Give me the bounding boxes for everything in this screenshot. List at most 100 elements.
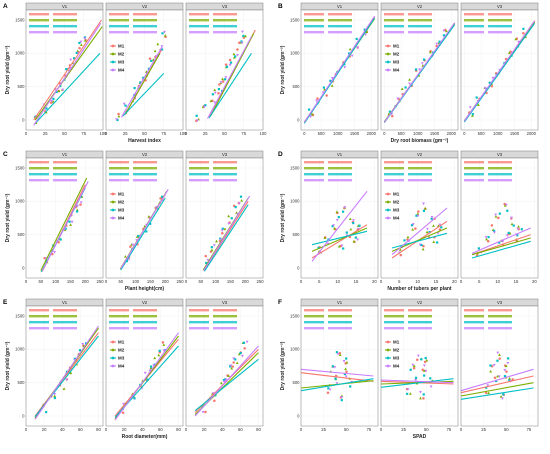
legend-key-marker <box>386 60 390 64</box>
r2-annotation <box>384 161 404 164</box>
data-point <box>220 229 224 232</box>
data-point <box>470 114 474 117</box>
data-point <box>327 387 330 390</box>
data-point <box>438 223 442 227</box>
data-point <box>498 241 501 244</box>
data-point <box>307 108 311 111</box>
x-tick-label: 60 <box>158 427 163 432</box>
equation-annotation <box>408 31 432 34</box>
x-tick-label: 60 <box>78 427 83 432</box>
data-point <box>340 244 344 248</box>
facet-label: V1 <box>337 300 343 305</box>
equation-annotation <box>408 309 432 312</box>
facet-v2: V2 0 50 100 150 200 250 M1 M2 M3 M4 <box>105 150 184 284</box>
x-tick-label: 200 <box>162 279 170 284</box>
data-point <box>205 261 208 265</box>
facet-label: V3 <box>222 300 228 305</box>
plot-background <box>301 306 378 426</box>
x-axis-title: Plant height(cm) <box>125 286 165 292</box>
plot-border <box>300 157 379 279</box>
regression-line <box>460 368 534 392</box>
data-point <box>414 376 418 379</box>
data-point <box>227 222 231 226</box>
r2-annotation <box>29 179 49 182</box>
data-point <box>330 77 334 80</box>
data-point <box>213 88 217 92</box>
plot-border <box>185 9 264 131</box>
data-point <box>344 375 348 379</box>
data-point <box>522 27 525 30</box>
legend-entry: M3 <box>393 356 400 361</box>
x-tick-label: 25 <box>481 427 486 432</box>
facet-v1: V1 0 500 1000 1500 0 5 10 15 20 <box>290 150 379 284</box>
x-tick-label: 75 <box>367 427 372 432</box>
data-point <box>142 76 145 79</box>
data-point <box>503 374 507 378</box>
legend-entry: M4 <box>118 68 125 73</box>
equation-annotation <box>408 179 432 182</box>
data-point <box>506 209 509 212</box>
regression-line <box>34 26 103 121</box>
regression-line <box>383 22 456 123</box>
regression-line <box>471 240 531 259</box>
legend-entry: M4 <box>393 216 400 221</box>
equation-annotation <box>133 31 157 34</box>
data-point <box>517 40 521 44</box>
data-point <box>352 239 356 243</box>
data-point <box>421 368 424 371</box>
x-axis-title: SPAD <box>413 434 427 440</box>
legend-entry: M2 <box>393 348 400 353</box>
data-point <box>223 78 227 81</box>
equation-annotation <box>53 31 77 34</box>
regression-line <box>380 378 454 388</box>
y-tick-label: 1000 <box>15 51 25 56</box>
data-point <box>505 234 509 238</box>
equation-annotation <box>213 31 237 34</box>
data-point <box>420 243 423 247</box>
data-point <box>396 97 400 101</box>
data-point <box>442 34 446 37</box>
data-point <box>135 235 139 238</box>
data-point <box>224 378 228 382</box>
r2-annotation <box>384 13 404 16</box>
data-point <box>145 230 148 233</box>
x-tick-label: 5 <box>398 279 401 284</box>
data-point <box>335 382 339 385</box>
x-tick-label: 80 <box>176 427 181 432</box>
data-point <box>240 199 244 202</box>
data-point <box>217 88 221 91</box>
r2-annotation <box>29 31 49 34</box>
r2-annotation <box>29 309 49 312</box>
plot-border <box>25 305 104 427</box>
equation-annotation <box>408 321 432 324</box>
data-point <box>62 387 66 390</box>
x-tick-label: 0 <box>300 279 303 284</box>
regression-line <box>311 230 368 246</box>
data-point <box>76 49 80 53</box>
data-point <box>415 214 418 217</box>
equation-annotation <box>328 31 352 34</box>
data-point <box>162 343 166 346</box>
data-point <box>420 62 424 65</box>
equation-annotation <box>53 179 77 182</box>
legend-key-marker <box>111 44 115 48</box>
data-point <box>494 215 498 218</box>
regression-line <box>34 52 101 124</box>
data-point <box>507 357 510 360</box>
data-point <box>241 30 244 34</box>
data-point <box>477 247 480 250</box>
data-point <box>150 59 153 62</box>
equation-annotation <box>53 13 77 16</box>
plot-border <box>105 157 184 279</box>
data-point <box>503 203 507 207</box>
data-point <box>502 393 505 396</box>
data-point <box>210 246 213 249</box>
data-point <box>149 365 153 368</box>
data-point <box>221 227 224 230</box>
data-point <box>162 349 166 353</box>
data-point <box>69 223 73 226</box>
x-tick-label: 150 <box>147 279 155 284</box>
data-point <box>409 392 412 395</box>
r2-annotation <box>109 19 129 22</box>
data-point <box>241 354 244 358</box>
